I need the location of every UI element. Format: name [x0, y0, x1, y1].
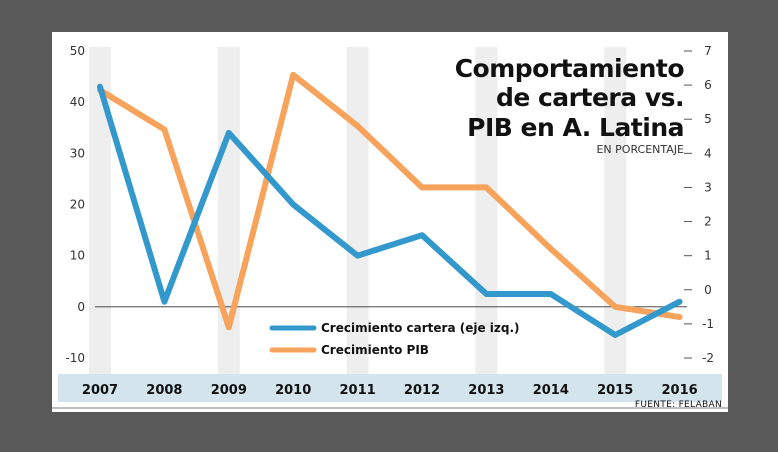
grid-band [89, 47, 111, 374]
left-axis: 50 40 30 20 10 0 -10 [65, 44, 85, 365]
grid-band [604, 47, 627, 374]
year-label: 2012 [404, 383, 440, 398]
subtitle: EN PORCENTAJE [596, 143, 684, 156]
x-axis: 2007 2008 2009 2010 2011 2012 2013 2014 2015 2016 [82, 383, 698, 398]
year-label: 2014 [533, 383, 569, 398]
year-label: 2015 [597, 383, 633, 398]
year-label: 2007 [82, 383, 118, 398]
x-axis-band [58, 374, 722, 402]
year-label: 2013 [468, 383, 504, 398]
left-tick-label: 50 [70, 44, 85, 58]
right-tick-label: -1 [702, 317, 714, 331]
legend: Crecimiento cartera (eje izq.) Crecimien… [269, 321, 520, 357]
title-line-3: PIB en A. Latina [467, 113, 684, 142]
title: Comportamiento de cartera vs. PIB en A. … [455, 54, 685, 156]
left-tick-label: 40 [70, 95, 85, 109]
source-note: FUENTE: FELABAN [635, 400, 722, 410]
title-line-2: de cartera vs. [496, 83, 684, 112]
legend-label-pib: Crecimiento PIB [321, 343, 429, 357]
year-label: 2009 [211, 383, 247, 398]
right-tick-label: 6 [704, 78, 712, 92]
title-line-1: Comportamiento [455, 54, 685, 83]
left-tick-label: -10 [65, 351, 85, 365]
series-line-pib [97, 71, 683, 331]
right-tick-label: 3 [704, 180, 712, 194]
left-tick-label: 20 [70, 198, 85, 212]
right-tick-label: 2 [704, 215, 712, 229]
right-tick-label: 7 [704, 44, 712, 58]
chart-card: 50 40 30 20 10 0 -10 7 6 5 4 3 2 1 0 -1 -2 2007 2008 2009… [52, 32, 728, 412]
right-tick-label: 4 [704, 146, 712, 160]
year-label: 2010 [275, 383, 311, 398]
year-label: 2011 [340, 383, 376, 398]
series-lines [97, 71, 683, 338]
right-tick-label: 5 [704, 112, 712, 126]
right-tick-label: 0 [704, 283, 712, 297]
right-tick-label: 1 [704, 249, 712, 263]
year-label: 2008 [146, 383, 182, 398]
left-tick-label: 30 [70, 146, 85, 160]
right-tick-label: -2 [702, 351, 714, 365]
grid-band [217, 47, 240, 374]
left-tick-label: 10 [70, 249, 85, 263]
left-tick-label: 0 [77, 300, 85, 314]
series-line-cartera [97, 83, 683, 338]
legend-label-cartera: Crecimiento cartera (eje izq.) [321, 321, 520, 335]
right-axis: 7 6 5 4 3 2 1 0 -1 -2 [684, 44, 714, 365]
year-label: 2016 [662, 383, 698, 398]
